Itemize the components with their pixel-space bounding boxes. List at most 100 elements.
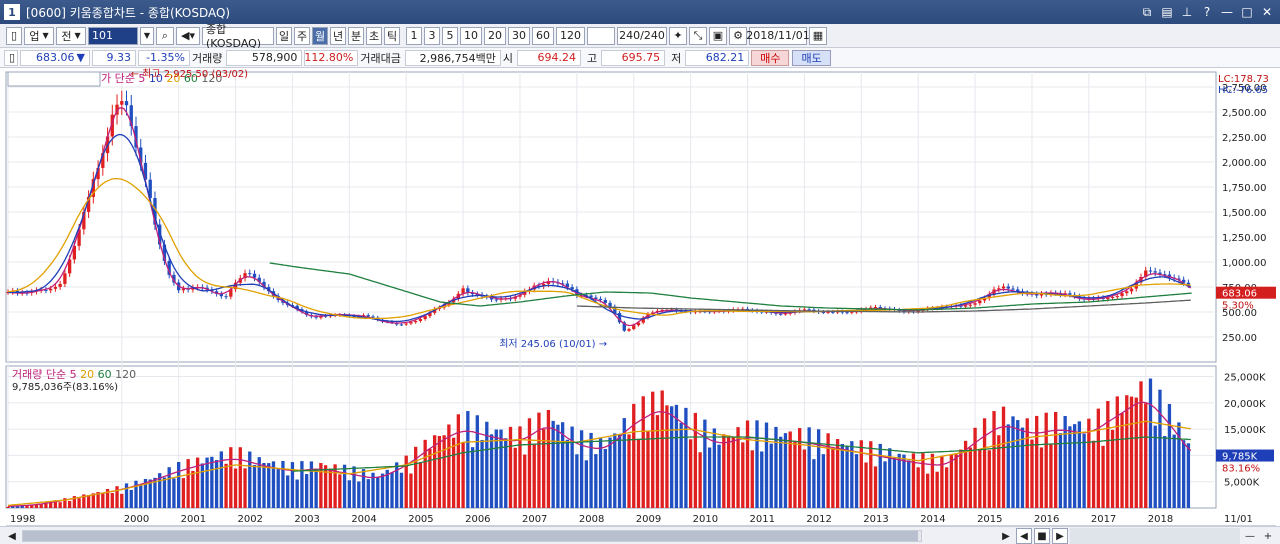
sidebar-toggle-icon[interactable]: ▯	[4, 49, 18, 66]
stop-icon[interactable]: ■	[1034, 528, 1050, 544]
sell-button[interactable]: 매도	[792, 49, 831, 66]
market-sub-select[interactable]: 전 ▼	[56, 26, 86, 45]
volume-bar	[1186, 443, 1191, 508]
scroll-track[interactable]	[22, 530, 922, 542]
volume-bar	[537, 412, 541, 508]
period-tab-4[interactable]: 분	[348, 26, 364, 45]
volume-bar	[783, 433, 788, 508]
scroll-end-icon[interactable]: ▶	[1052, 528, 1068, 544]
candle-body	[1163, 274, 1167, 276]
candle-body	[67, 259, 72, 274]
last-volume-pct-tag: 83.16%	[1222, 464, 1260, 475]
candle-body	[982, 298, 987, 301]
candle-body	[1016, 289, 1020, 292]
market-select[interactable]: 업 ▼	[24, 26, 54, 45]
zoom-out-icon[interactable]: —	[1245, 530, 1255, 542]
last-volume-tag-bg	[1216, 449, 1274, 462]
period-tab-1[interactable]: 주	[294, 26, 310, 45]
volume-bar	[437, 436, 442, 508]
candle-body	[162, 244, 167, 261]
scroll-start-icon[interactable]: ◀	[1016, 528, 1032, 544]
period-tab-5[interactable]: 초	[366, 26, 382, 45]
volume-bar	[707, 447, 712, 508]
save-icon[interactable]: ▣	[709, 26, 727, 45]
volume-bar	[670, 406, 674, 508]
interval-button-30[interactable]: 30	[508, 26, 530, 45]
volume-bar	[504, 438, 508, 508]
candle-body	[603, 299, 607, 303]
interval-button-20[interactable]: 20	[484, 26, 506, 45]
period-tab-6[interactable]: 틱	[384, 26, 400, 45]
search-icon[interactable]: ⌕	[156, 26, 174, 45]
chart-area[interactable]: 1998 2000 2001 2002 2003 2004 2005 2006 2007 2008…	[0, 68, 1280, 526]
code-input[interactable]: 101	[88, 26, 138, 45]
code-dropdown[interactable]: ▼	[140, 26, 154, 45]
interval-button-1[interactable]: 1	[406, 26, 422, 45]
period-tab-2[interactable]: 월	[312, 26, 328, 45]
volume-bar	[608, 437, 612, 508]
volume-bar	[229, 447, 233, 508]
date-field[interactable]: 2018/11/01	[746, 26, 810, 45]
volume-bar	[25, 505, 29, 508]
scroll-thumb[interactable]	[23, 531, 918, 541]
maximize-button[interactable]: □	[1241, 5, 1253, 19]
candle-body	[613, 306, 617, 314]
interval-button-120[interactable]: 120	[556, 26, 585, 45]
volume-bar	[1072, 424, 1077, 508]
candle-body	[44, 289, 48, 291]
max-annotation: ← 최고 2,925.50 (03/02)	[131, 68, 249, 80]
link-icon[interactable]: ⧉	[1142, 4, 1152, 19]
volume-info: 9,785,036주(83.16%)	[12, 382, 118, 393]
volume-bar	[1134, 397, 1138, 508]
gear-icon[interactable]: ⚙	[729, 26, 747, 45]
interval-button-5[interactable]: 5	[442, 26, 458, 45]
volume-bar	[1020, 427, 1025, 508]
volume-bar	[409, 473, 413, 508]
volume-bar	[518, 426, 522, 508]
volume-bar	[200, 463, 205, 508]
candle-body	[1125, 291, 1129, 294]
interval-button-3[interactable]: 3	[424, 26, 440, 45]
volume-bar	[456, 414, 461, 508]
period-tab-0[interactable]: 일	[276, 26, 292, 45]
buy-button[interactable]: 매수	[751, 49, 790, 66]
close-button[interactable]: ✕	[1261, 5, 1273, 19]
volume-bar	[755, 420, 759, 508]
volume-tick-label: 5,000K	[1224, 478, 1260, 489]
draw-tool-icon[interactable]: ⤡	[689, 26, 707, 45]
sidebar-toggle-icon[interactable]: ▯	[6, 26, 22, 45]
help-icon[interactable]: ?	[1203, 5, 1211, 19]
volume-bar	[1167, 404, 1172, 508]
candle-body	[1039, 293, 1044, 296]
volume-bar	[688, 439, 693, 508]
volume-bar	[219, 451, 223, 508]
pin-icon[interactable]: ⊥	[1181, 5, 1193, 19]
chart-scrollbar[interactable]: ◀ ▶ ◀ ■ ▶ — +	[0, 526, 1280, 544]
x-tick-label: 2009	[636, 514, 661, 525]
interval-button-60[interactable]: 60	[532, 26, 554, 45]
calendar-icon[interactable]: ▦	[809, 26, 827, 45]
volume-bar	[1096, 408, 1100, 508]
scroll-left-icon[interactable]: ◀	[8, 530, 16, 542]
volume-bar	[1110, 429, 1115, 508]
volume-bar	[617, 434, 622, 508]
period-tab-3[interactable]: 년	[330, 26, 346, 45]
candle-body	[598, 298, 603, 300]
minimize-button[interactable]: —	[1221, 5, 1233, 19]
window-layout-icon[interactable]: ▤	[1161, 5, 1173, 19]
chart-scroll-strip[interactable]	[1070, 528, 1240, 544]
zoom-in-icon[interactable]: +	[1263, 530, 1273, 542]
interval-input[interactable]	[587, 26, 615, 45]
indicator-icon[interactable]: ✦	[669, 26, 687, 45]
scroll-right-icon[interactable]: ▶	[1002, 530, 1010, 542]
interval-button-10[interactable]: 10	[460, 26, 482, 45]
x-tick-label: 2007	[522, 514, 547, 525]
volume-bar	[323, 465, 328, 508]
quote-bar: ▯ 683.06 ▼ 9.33 -1.35% 거래량 578,900 112.8…	[0, 48, 1280, 68]
sound-icon[interactable]: ◀▾	[176, 26, 200, 45]
vol-ma-period-60: 60	[98, 368, 116, 381]
candle-body	[414, 320, 418, 323]
count-field[interactable]: 240/240	[617, 26, 667, 45]
volume-bar	[982, 418, 987, 508]
volume-bar	[660, 390, 664, 508]
